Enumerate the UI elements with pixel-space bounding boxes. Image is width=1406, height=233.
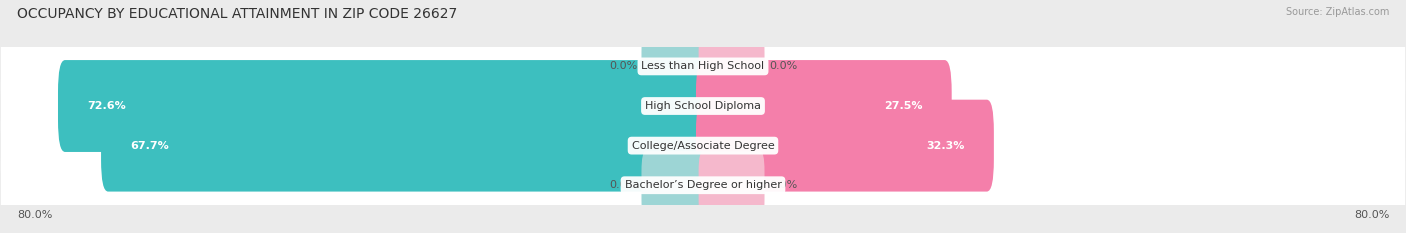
Text: 0.0%: 0.0% xyxy=(769,180,797,190)
Text: High School Diploma: High School Diploma xyxy=(645,101,761,111)
FancyBboxPatch shape xyxy=(641,32,707,100)
Text: OCCUPANCY BY EDUCATIONAL ATTAINMENT IN ZIP CODE 26627: OCCUPANCY BY EDUCATIONAL ATTAINMENT IN Z… xyxy=(17,7,457,21)
Text: 32.3%: 32.3% xyxy=(927,141,965,151)
Text: 72.6%: 72.6% xyxy=(87,101,125,111)
Text: 80.0%: 80.0% xyxy=(1354,210,1389,220)
Text: 27.5%: 27.5% xyxy=(884,101,922,111)
FancyBboxPatch shape xyxy=(1,67,1405,145)
FancyBboxPatch shape xyxy=(1,146,1405,224)
FancyBboxPatch shape xyxy=(58,60,710,152)
FancyBboxPatch shape xyxy=(1,27,1405,106)
Text: 0.0%: 0.0% xyxy=(609,62,637,71)
FancyBboxPatch shape xyxy=(101,100,710,192)
Text: 80.0%: 80.0% xyxy=(17,210,52,220)
Text: Less than High School: Less than High School xyxy=(641,62,765,71)
Text: Bachelor’s Degree or higher: Bachelor’s Degree or higher xyxy=(624,180,782,190)
FancyBboxPatch shape xyxy=(1,106,1405,185)
Text: 67.7%: 67.7% xyxy=(129,141,169,151)
Text: 0.0%: 0.0% xyxy=(769,62,797,71)
FancyBboxPatch shape xyxy=(696,100,994,192)
FancyBboxPatch shape xyxy=(699,32,765,100)
Text: 0.0%: 0.0% xyxy=(609,180,637,190)
Text: Source: ZipAtlas.com: Source: ZipAtlas.com xyxy=(1285,7,1389,17)
FancyBboxPatch shape xyxy=(696,60,952,152)
FancyBboxPatch shape xyxy=(641,151,707,219)
FancyBboxPatch shape xyxy=(699,151,765,219)
Text: College/Associate Degree: College/Associate Degree xyxy=(631,141,775,151)
